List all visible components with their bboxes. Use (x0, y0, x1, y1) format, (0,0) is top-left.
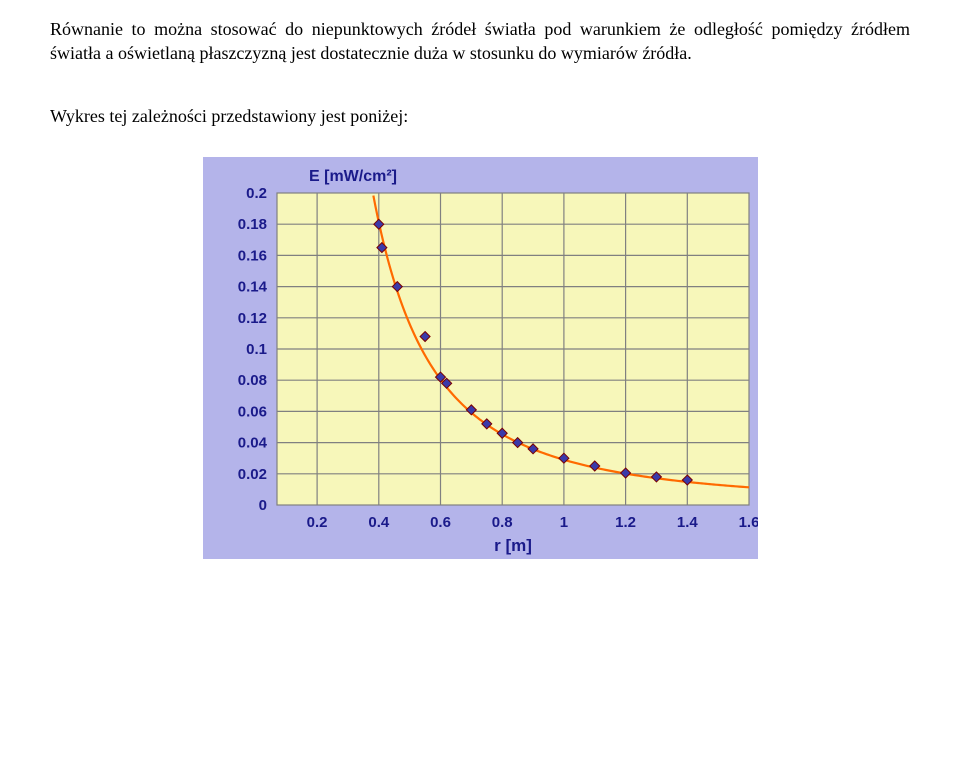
svg-text:1.6: 1.6 (738, 514, 757, 531)
y-axis-title: E [mW/cm²] (309, 168, 397, 185)
inverse-square-chart: 0.2 0.4 0.6 0.8 1 1.2 1.4 1.6 0 0.02 0.04 0.06 0.08 0… (203, 157, 758, 559)
svg-text:1: 1 (559, 514, 567, 531)
svg-text:0.14: 0.14 (237, 278, 267, 295)
svg-text:0.8: 0.8 (491, 514, 512, 531)
svg-text:0.04: 0.04 (237, 434, 267, 451)
svg-text:0.2: 0.2 (306, 514, 327, 531)
svg-text:0.4: 0.4 (368, 514, 390, 531)
svg-text:0.08: 0.08 (237, 372, 266, 389)
svg-text:0.16: 0.16 (237, 247, 266, 264)
svg-text:0.12: 0.12 (237, 309, 266, 326)
svg-text:0.06: 0.06 (237, 403, 266, 420)
x-axis-title: r [m] (494, 536, 532, 555)
svg-text:0.02: 0.02 (237, 465, 266, 482)
svg-text:0: 0 (258, 497, 266, 514)
svg-text:0.18: 0.18 (237, 216, 266, 233)
svg-text:0.6: 0.6 (430, 514, 451, 531)
figure-caption: Wykres tej zależności przedstawiony jest… (50, 106, 910, 127)
intro-paragraph: Równanie to można stosować do niepunktow… (50, 18, 910, 66)
svg-text:1.2: 1.2 (615, 514, 636, 531)
svg-text:0.1: 0.1 (246, 341, 267, 358)
svg-text:0.2: 0.2 (246, 185, 267, 202)
svg-text:1.4: 1.4 (676, 514, 698, 531)
